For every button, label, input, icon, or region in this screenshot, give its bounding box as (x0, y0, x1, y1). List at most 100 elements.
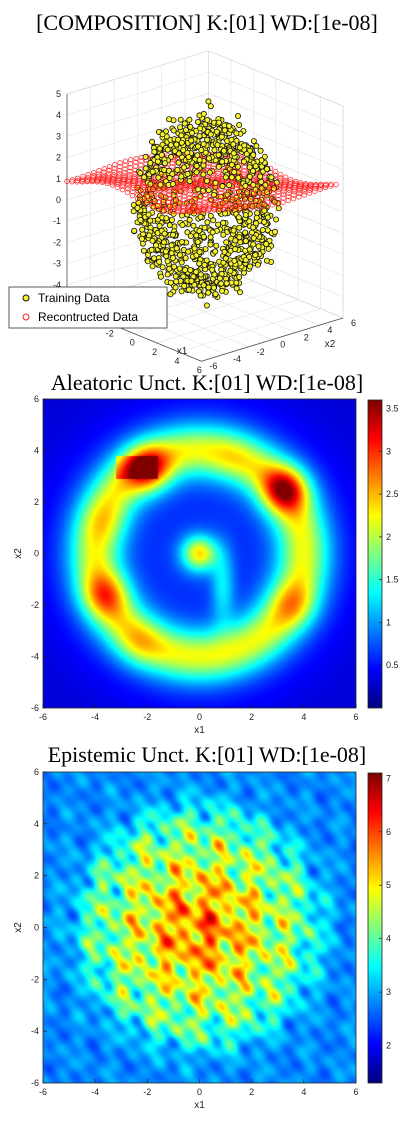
training-point (199, 231, 206, 238)
training-point (218, 280, 225, 287)
reconstructed-point (143, 165, 149, 171)
reconstructed-point (264, 199, 270, 205)
reconstructed-point (277, 175, 284, 181)
training-point (183, 272, 190, 279)
training-point (197, 266, 204, 273)
reconstructed-point (238, 200, 244, 206)
training-point (182, 139, 189, 146)
training-point (180, 177, 187, 184)
training-point (178, 178, 185, 185)
reconstructed-point (106, 170, 112, 177)
grid-line (208, 71, 344, 128)
training-point (153, 154, 160, 161)
reconstructed-point (136, 180, 142, 187)
aleatoric-x2-tick-label: 0 (34, 549, 39, 559)
training-point (187, 233, 194, 240)
training-point (177, 144, 184, 151)
training-point (139, 226, 146, 233)
training-point (255, 243, 262, 250)
training-point (235, 199, 242, 206)
training-point (240, 158, 247, 165)
training-point (219, 284, 226, 291)
reconstructed-point (130, 182, 136, 189)
aleatoric-colorbar-tick-label: 3.5 (386, 404, 399, 414)
training-point (162, 180, 169, 187)
reconstructed-point (141, 184, 147, 190)
training-point (203, 142, 210, 149)
aleatoric-x2-tick-label: 2 (34, 497, 39, 507)
training-point (202, 261, 209, 268)
training-point (186, 123, 193, 130)
training-point (258, 252, 265, 259)
training-point (150, 203, 157, 210)
reconstructed-point (145, 189, 152, 196)
reconstructed-point (115, 179, 121, 185)
training-point (201, 261, 208, 268)
training-point (223, 239, 230, 246)
training-point (186, 170, 193, 177)
training-point (171, 136, 178, 143)
reconstructed-point (197, 151, 203, 158)
reconstructed-point (126, 172, 133, 178)
training-point (226, 123, 233, 130)
training-point (149, 263, 156, 270)
training-point (224, 123, 231, 130)
reconstructed-point (89, 177, 96, 184)
training-point (174, 239, 181, 246)
training-point (249, 170, 256, 177)
reconstructed-point (220, 168, 227, 174)
reconstructed-point (185, 155, 192, 161)
reconstructed-point (247, 155, 254, 161)
training-point (245, 155, 252, 162)
reconstructed-point (130, 185, 136, 191)
reconstructed-point (173, 179, 179, 186)
training-point (225, 189, 232, 196)
training-point (204, 281, 211, 288)
training-point (268, 230, 275, 237)
training-point (216, 274, 223, 281)
training-point (200, 210, 207, 217)
training-point (204, 128, 211, 135)
reconstructed-point (95, 173, 101, 180)
reconstructed-point (156, 191, 162, 197)
training-point (161, 160, 168, 167)
legend-marker-reconstructed (22, 313, 30, 321)
training-point (212, 179, 219, 186)
training-point (201, 224, 208, 231)
reconstructed-point (173, 181, 179, 187)
training-point (145, 194, 152, 201)
training-point (141, 216, 148, 223)
reconstructed-point (163, 179, 169, 185)
training-point (198, 249, 205, 256)
training-point (232, 261, 239, 268)
training-point (189, 159, 196, 166)
training-point (244, 144, 251, 151)
training-point (246, 188, 253, 195)
training-point (181, 173, 188, 180)
reconstructed-point (237, 206, 244, 212)
z-tick-label: 5 (56, 89, 61, 99)
reconstructed-point (230, 175, 236, 181)
training-point (175, 266, 182, 273)
training-point (231, 175, 238, 182)
reconstructed-point (116, 171, 122, 177)
reconstructed-point (140, 190, 146, 197)
training-point (230, 227, 237, 234)
training-point (153, 228, 160, 235)
training-point (250, 224, 257, 231)
training-point (174, 247, 181, 254)
reconstructed-point (200, 162, 207, 168)
training-point (158, 151, 165, 158)
training-point (226, 162, 233, 169)
training-point (216, 157, 223, 164)
reconstructed-point (206, 160, 212, 166)
training-point (206, 128, 213, 135)
aleatoric-x2-tick-label: 4 (34, 446, 39, 456)
training-point (234, 258, 241, 265)
reconstructed-point (213, 188, 219, 194)
reconstructed-point (152, 177, 159, 183)
training-point (197, 271, 204, 278)
training-point (242, 233, 249, 240)
reconstructed-point (275, 192, 281, 199)
training-point (224, 128, 231, 135)
